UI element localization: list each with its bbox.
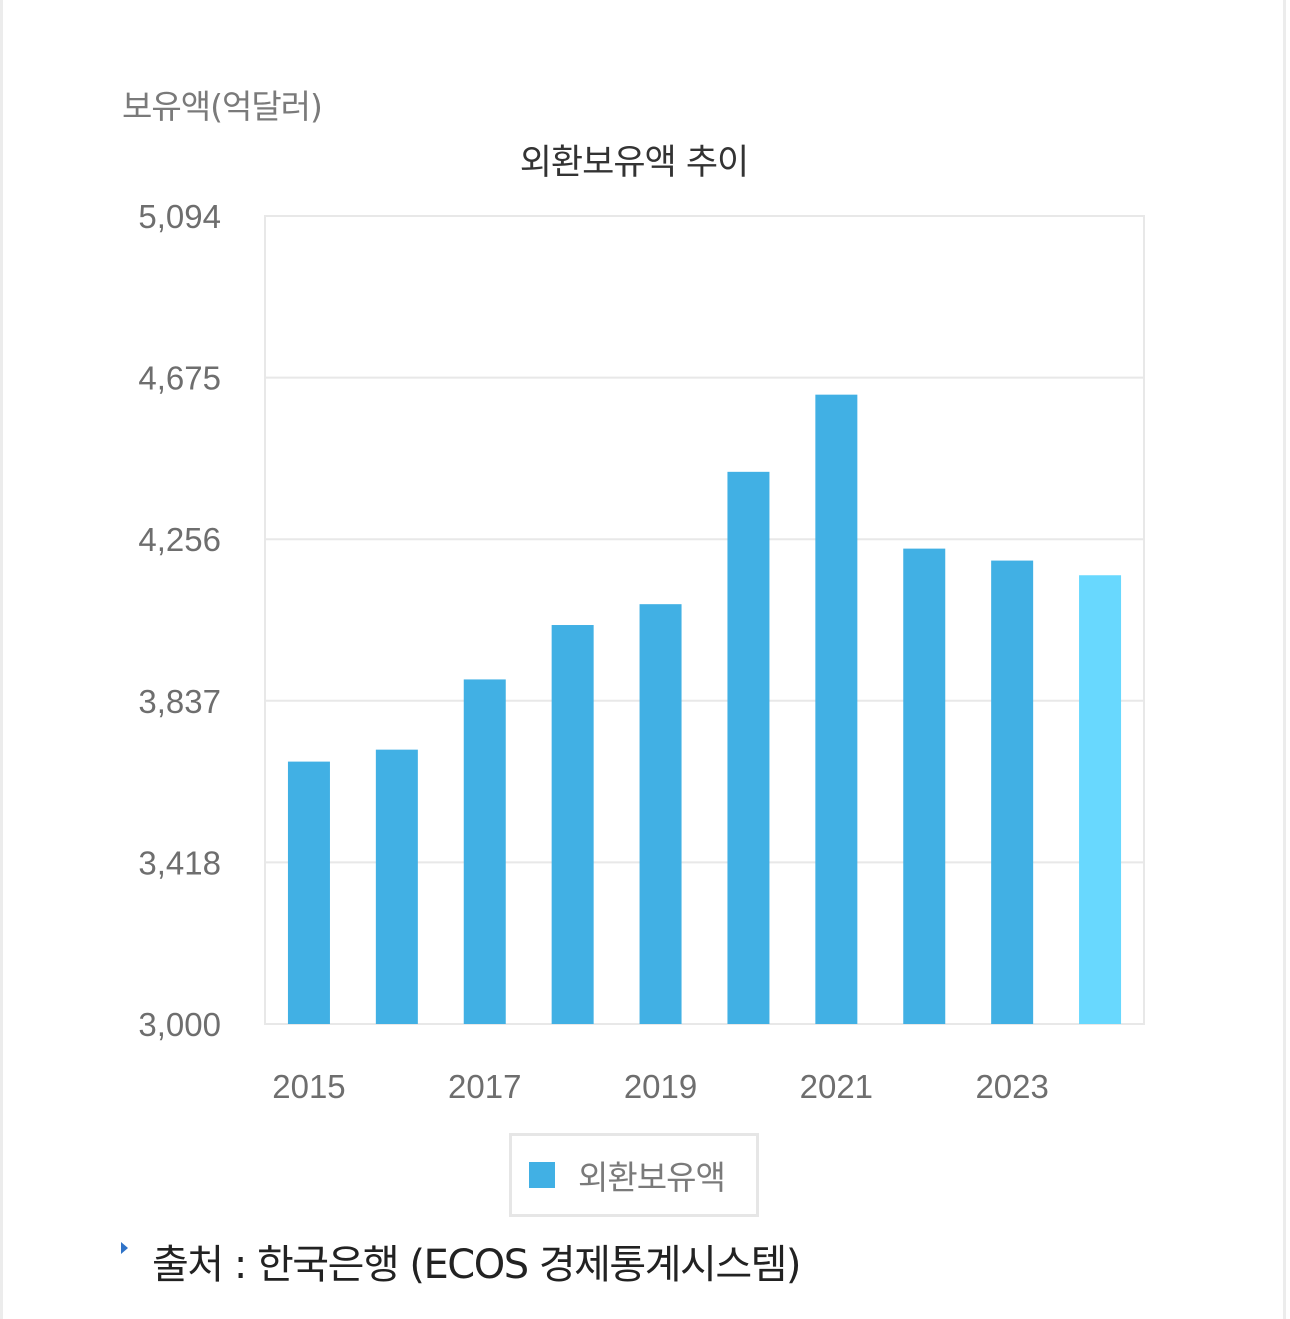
chart-title: 외환보유액 추이 xyxy=(519,143,750,183)
bar-2021 xyxy=(815,394,858,1024)
bar-2019 xyxy=(639,604,682,1024)
x-tick-label: 2017 xyxy=(448,1068,521,1105)
y-tick-label: 3,000 xyxy=(138,1006,221,1043)
x-tick-label: 2015 xyxy=(272,1068,345,1105)
y-tick-label: 4,256 xyxy=(138,521,221,558)
y-tick-label: 4,675 xyxy=(138,360,221,397)
bar-2020 xyxy=(727,471,770,1024)
legend-swatch xyxy=(529,1162,555,1188)
bar-2023 xyxy=(991,560,1034,1024)
plot-area-border xyxy=(264,215,1145,1025)
source-text: 출처 : 한국은행 (ECOS 경제통계시스템) xyxy=(152,1242,802,1288)
bar-2016 xyxy=(375,749,418,1024)
x-tick-label: 2019 xyxy=(624,1068,697,1105)
source-note: 출처 : 한국은행 (ECOS 경제통계시스템) xyxy=(121,1232,802,1290)
bar-2018 xyxy=(551,625,594,1024)
bar-2024 xyxy=(1079,575,1122,1024)
y-tick-label: 3,418 xyxy=(138,844,221,881)
y-tick-label: 3,837 xyxy=(138,683,221,720)
legend-label: 외환보유액 xyxy=(578,1158,726,1197)
y-tick-label: 5,094 xyxy=(138,198,221,235)
bullet-icon xyxy=(121,1242,128,1254)
x-tick-label: 2021 xyxy=(800,1068,873,1105)
y-axis-unit-label: 보유액(억달러) xyxy=(122,87,323,126)
chart-legend: 외환보유액 xyxy=(509,1133,759,1217)
x-tick-label: 2023 xyxy=(975,1068,1048,1105)
bar-2015 xyxy=(287,761,330,1024)
bar-2022 xyxy=(903,548,946,1024)
bar-2017 xyxy=(463,679,506,1024)
